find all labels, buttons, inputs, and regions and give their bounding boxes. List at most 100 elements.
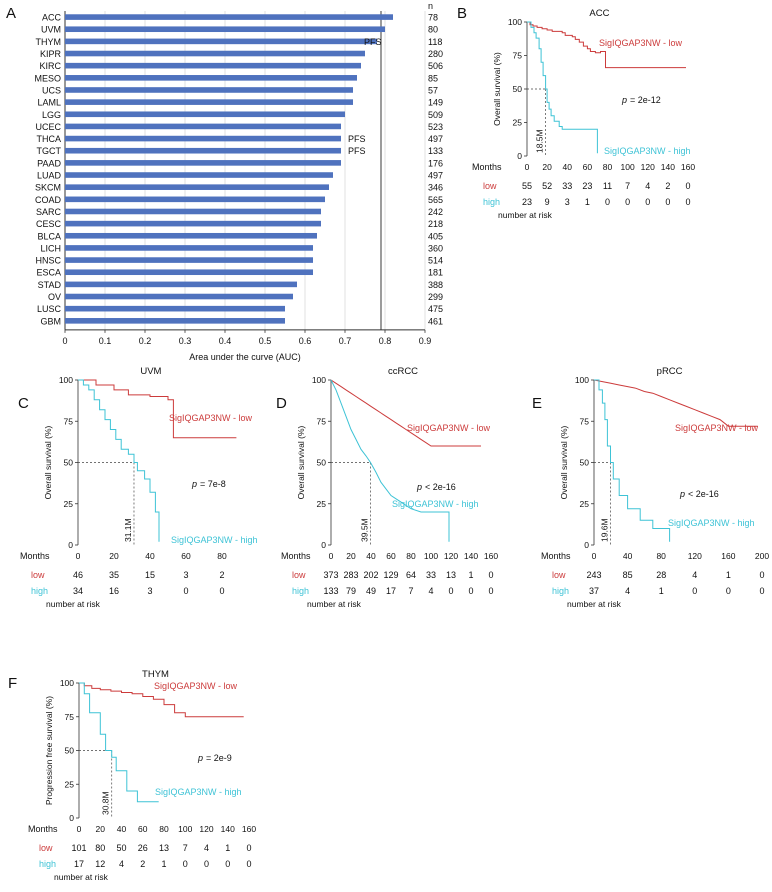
risk-row-label-high: high — [39, 859, 56, 869]
km-x-tick-label: 100 — [178, 824, 192, 834]
pfs-annotation: PFS — [364, 37, 382, 47]
risk-count-high: 0 — [204, 859, 209, 869]
km-x-tick-label: 60 — [386, 551, 396, 561]
km-curve-high — [594, 379, 671, 542]
km-curve-high — [330, 379, 450, 542]
km-x-tick-label: 80 — [656, 551, 666, 561]
km-y-tick-label: 50 — [513, 84, 523, 94]
bar-cesc — [65, 220, 321, 227]
risk-months-label: Months — [472, 162, 502, 172]
risk-row-label-low: low — [292, 570, 306, 580]
km-x-tick-label: 0 — [76, 551, 81, 561]
km-y-tick-label: 75 — [513, 51, 523, 61]
km-x-tick-label: 60 — [181, 551, 191, 561]
risk-count-low: 101 — [71, 843, 86, 853]
km-curve-low — [78, 379, 237, 439]
risk-count-high: 7 — [408, 586, 413, 596]
bar-lich — [65, 245, 313, 251]
bar-n-value: 299 — [428, 292, 443, 302]
km-x-tick-label: 40 — [145, 551, 155, 561]
panel-label-a: A — [6, 5, 16, 22]
risk-count-high: 17 — [74, 859, 84, 869]
bar-category-label: STAD — [38, 280, 62, 290]
legend-label-low: SigIQGAP3NW - low — [407, 423, 491, 433]
bar-lusc — [65, 305, 285, 312]
legend-label-low: SigIQGAP3NW - low — [675, 423, 759, 433]
bar-n-value: 85 — [428, 73, 438, 83]
bar-gbm — [65, 318, 285, 324]
risk-count-high: 0 — [183, 586, 188, 596]
km-y-tick-label: 50 — [317, 458, 327, 468]
bar-x-tick-label: 0.9 — [419, 336, 432, 346]
risk-count-high: 49 — [366, 586, 376, 596]
risk-count-low: 52 — [542, 181, 552, 191]
panel-label-d: D — [276, 395, 287, 412]
bar-n-value: 497 — [428, 171, 443, 181]
risk-count-high: 0 — [488, 586, 493, 596]
risk-count-high: 23 — [522, 197, 532, 207]
legend-label-low: SigIQGAP3NW - low — [169, 413, 253, 423]
risk-count-low: 13 — [446, 570, 456, 580]
bar-meso — [65, 75, 357, 81]
risk-count-low: 1 — [726, 570, 731, 580]
risk-months-label: Months — [541, 551, 571, 561]
risk-count-low: 0 — [488, 570, 493, 580]
bar-tgct — [65, 147, 341, 154]
bar-n-value: 360 — [428, 243, 443, 253]
bar-n-value: 388 — [428, 280, 443, 290]
bar-n-value: 280 — [428, 49, 443, 59]
bar-category-label: KIPR — [40, 49, 62, 59]
risk-row-label-high: high — [483, 197, 500, 207]
km-x-tick-label: 120 — [641, 162, 655, 172]
risk-count-low: 13 — [159, 843, 169, 853]
risk-count-high: 4 — [428, 586, 433, 596]
km-y-tick-label: 100 — [575, 375, 589, 385]
km-x-tick-label: 40 — [563, 162, 573, 172]
km-y-tick-label: 75 — [64, 416, 74, 426]
risk-count-high: 0 — [225, 859, 230, 869]
bar-n-value: 133 — [428, 146, 443, 156]
bar-category-label: THYM — [36, 37, 62, 47]
km-x-tick-label: 40 — [623, 551, 633, 561]
km-title: ACC — [589, 8, 609, 19]
km-x-tick-label: 80 — [217, 551, 227, 561]
bar-n-value: 218 — [428, 219, 443, 229]
bar-lgg — [65, 111, 345, 118]
bar-category-label: UCS — [42, 85, 61, 95]
bar-x-tick-label: 0.5 — [259, 336, 272, 346]
bar-category-label: LUAD — [37, 171, 62, 181]
median-survival-label: 30.8M — [101, 791, 111, 815]
km-x-tick-label: 0 — [77, 824, 82, 834]
risk-count-low: 243 — [586, 570, 601, 580]
bar-x-tick-label: 0.7 — [339, 336, 352, 346]
risk-count-low: 373 — [323, 570, 338, 580]
bar-x-tick-label: 0.3 — [179, 336, 192, 346]
km-y-tick-label: 100 — [508, 17, 522, 27]
km-y-axis-title: Overall survival (%) — [296, 425, 306, 499]
risk-count-high: 0 — [246, 859, 251, 869]
km-x-tick-label: 120 — [688, 551, 702, 561]
bar-skcm — [65, 184, 329, 190]
km-x-tick-label: 140 — [221, 824, 235, 834]
risk-months-label: Months — [20, 551, 50, 561]
bar-category-label: MESO — [34, 73, 61, 83]
legend-label-high: SigIQGAP3NW - high — [604, 146, 691, 156]
km-y-axis-title: Overall survival (%) — [43, 425, 53, 499]
median-survival-label: 39.5M — [360, 518, 370, 542]
km-y-axis-title: Overall survival (%) — [559, 425, 569, 499]
km-x-tick-label: 20 — [542, 162, 552, 172]
bar-category-label: ESCA — [36, 268, 61, 278]
risk-row-label-low: low — [39, 843, 53, 853]
risk-count-high: 0 — [759, 586, 764, 596]
risk-table-caption: number at risk — [307, 599, 362, 609]
km-curve-high — [79, 682, 159, 803]
km-curve-low — [330, 379, 481, 447]
bar-category-label: COAD — [35, 195, 62, 205]
km-x-tick-label: 0 — [525, 162, 530, 172]
risk-row-label-high: high — [292, 586, 309, 596]
bar-x-tick-label: 0.4 — [219, 336, 232, 346]
p-value-symbol: p — [197, 753, 203, 763]
bar-category-label: ACC — [42, 13, 62, 23]
risk-count-high: 0 — [625, 197, 630, 207]
